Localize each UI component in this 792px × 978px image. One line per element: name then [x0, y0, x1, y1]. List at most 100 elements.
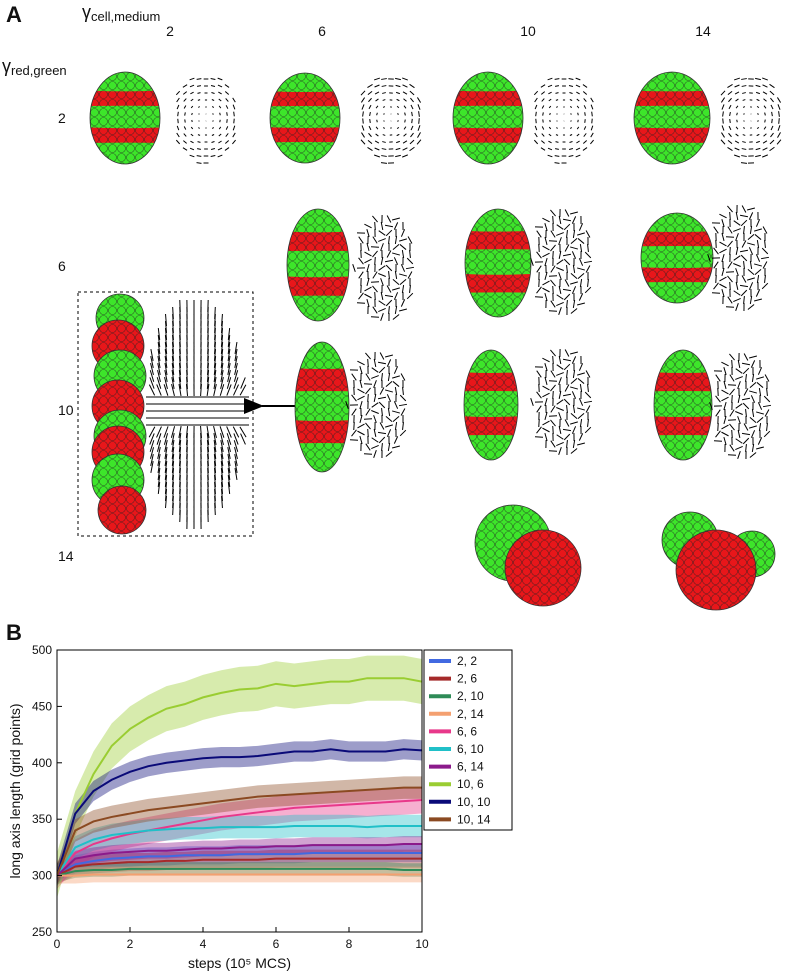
flow-vector	[392, 244, 400, 250]
series-line	[57, 786, 422, 876]
flow-vector	[715, 274, 717, 284]
flow-vector	[157, 481, 161, 495]
plot-frame	[56, 649, 423, 933]
flow-vector	[571, 391, 577, 399]
legend-label: 2, 2	[457, 654, 477, 668]
flow-vector	[747, 234, 755, 240]
flow-vector	[379, 422, 385, 430]
flow-vector	[735, 446, 743, 450]
flow-vector	[552, 390, 554, 400]
flow-vector	[369, 118, 371, 124]
flow-vector	[558, 355, 562, 365]
subscript: cell,medium	[91, 9, 160, 24]
flow-vector	[577, 442, 585, 446]
flow-vector	[575, 154, 581, 158]
flow-vector	[583, 260, 593, 264]
flow-vector	[396, 105, 400, 109]
flow-vector	[367, 139, 373, 145]
flow-vector	[409, 146, 415, 152]
flow-vector	[234, 363, 238, 375]
flow-vector	[225, 98, 229, 102]
flow-vector	[382, 141, 386, 143]
flow-vector	[383, 113, 385, 115]
flow-vector	[220, 370, 224, 382]
flow-vector	[233, 370, 239, 382]
cell-texture	[676, 530, 756, 610]
flow-vector	[728, 104, 732, 110]
flow-vector	[378, 265, 386, 271]
flow-vector	[554, 78, 560, 80]
flow-vector	[164, 474, 168, 488]
cell-texture	[634, 72, 710, 164]
legend-label: 10, 10	[457, 795, 491, 809]
flow-vector	[220, 467, 224, 481]
flow-vector	[374, 91, 380, 95]
series-line	[57, 843, 422, 877]
flow-vector	[403, 126, 407, 130]
flow-vector	[584, 251, 592, 259]
flow-vector	[572, 299, 576, 309]
flow-vector	[367, 90, 373, 96]
flow-vector	[577, 302, 585, 306]
flow-vector	[754, 269, 762, 275]
flow-vector	[378, 238, 386, 242]
flow-vector	[571, 286, 577, 294]
flow-vector	[226, 433, 232, 445]
flow-vector	[749, 390, 757, 394]
flow-vector	[571, 251, 577, 259]
flow-vector	[233, 377, 239, 389]
cell-texture	[90, 72, 160, 164]
flow-vector	[569, 134, 573, 136]
flow-vector	[396, 133, 400, 137]
flow-vector	[416, 139, 422, 145]
flow-vector	[577, 378, 585, 384]
flow-vector	[172, 327, 174, 341]
flow-vector	[569, 127, 573, 129]
flow-vector	[171, 355, 175, 369]
flow-vector	[763, 430, 771, 438]
flow-vector	[749, 452, 757, 458]
flow-vector	[542, 385, 550, 391]
flow-vector	[393, 436, 399, 444]
flow-vector	[396, 126, 400, 130]
flow-vector	[590, 125, 594, 131]
flow-vector	[727, 240, 733, 248]
y-axis-label: long axis length (grid points)	[7, 703, 23, 878]
flow-vector	[745, 408, 747, 418]
flow-vector	[534, 132, 538, 138]
flow-vector	[156, 440, 162, 452]
flow-vector	[232, 139, 236, 145]
flow-vector	[157, 370, 161, 382]
flow-vector	[542, 357, 550, 363]
flow-vector	[400, 264, 406, 272]
flow-vector	[378, 230, 386, 236]
y-tick-label: 450	[32, 699, 52, 713]
flow-vector	[392, 252, 400, 256]
flow-vector	[360, 284, 362, 294]
flow-vector	[769, 146, 775, 152]
flow-vector	[373, 415, 377, 423]
flow-vector	[368, 132, 372, 138]
flow-vector	[210, 155, 216, 157]
flow-vector	[211, 134, 215, 136]
flow-vector	[227, 467, 231, 481]
flow-vector	[556, 407, 564, 411]
flow-vector	[743, 225, 745, 235]
flow-vector	[357, 388, 365, 394]
flow-vector	[766, 387, 768, 397]
flow-vector	[542, 245, 550, 251]
flow-vector	[207, 446, 209, 460]
flow-vector	[366, 243, 370, 251]
flow-vector	[190, 98, 194, 102]
flow-vector	[410, 125, 414, 131]
flow-vector	[382, 127, 386, 129]
row-label: 14	[58, 548, 74, 564]
flow-vector	[556, 224, 564, 230]
cell-outline	[464, 208, 532, 318]
flow-vector	[722, 111, 724, 117]
flow-vector	[220, 348, 224, 362]
flow-vector	[380, 162, 388, 164]
flow-vector	[769, 90, 775, 96]
flow-vector	[544, 293, 548, 301]
